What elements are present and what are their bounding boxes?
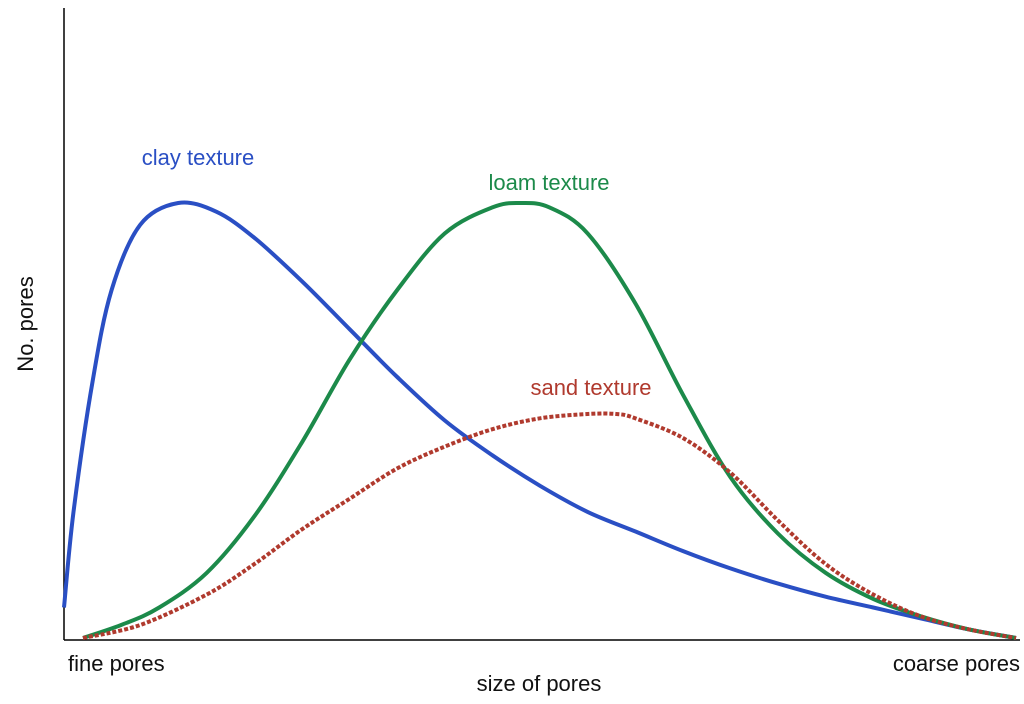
- series-line-loam: [82, 200, 1017, 640]
- x-tick-label-coarse: coarse pores: [893, 651, 1020, 676]
- series-label-loam: loam texture: [488, 170, 609, 195]
- series-label-clay: clay texture: [142, 145, 255, 170]
- x-tick-label-fine: fine pores: [68, 651, 165, 676]
- series-line-sand: [82, 411, 1017, 640]
- series-layer: [62, 200, 1017, 640]
- x-axis-label: size of pores: [477, 671, 602, 696]
- series-line-clay: [62, 200, 1017, 640]
- y-axis-label: No. pores: [13, 276, 38, 371]
- series-label-sand: sand texture: [530, 375, 651, 400]
